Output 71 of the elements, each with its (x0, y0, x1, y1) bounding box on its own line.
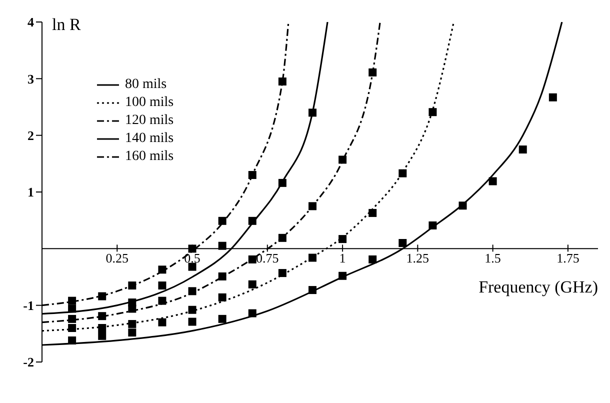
point (98, 332, 106, 340)
point (308, 108, 316, 117)
point (308, 286, 316, 294)
x-tick-label: 0.25 (106, 250, 129, 266)
point (548, 93, 557, 102)
point (308, 254, 316, 262)
x-tick-label: 1.25 (406, 250, 430, 266)
y-tick-label: 3 (28, 71, 34, 86)
point (68, 314, 76, 323)
point (308, 202, 316, 210)
point (248, 171, 256, 179)
y-tick-label: -2 (23, 354, 34, 370)
point (218, 242, 226, 250)
y-tick-label: -1 (23, 298, 34, 313)
point (218, 314, 226, 323)
point (248, 216, 256, 225)
point (158, 318, 166, 326)
point (278, 234, 286, 242)
legend-label: 160 mils (125, 148, 174, 166)
point (368, 255, 377, 264)
point (188, 306, 196, 314)
point (458, 202, 467, 210)
point (428, 221, 437, 230)
legend-label: 80 mils (125, 76, 167, 94)
point (278, 178, 286, 187)
point (68, 296, 76, 305)
legend-label: 120 mils (125, 112, 174, 130)
y-axis-title: ln R (52, 15, 82, 34)
point (518, 146, 527, 154)
point (218, 216, 226, 225)
point (68, 336, 76, 344)
point (398, 169, 407, 178)
point (248, 255, 256, 264)
point (158, 266, 166, 274)
point (368, 208, 377, 217)
point (98, 324, 106, 332)
x-tick-label: 1 (339, 250, 346, 266)
y-tick-label: 1 (28, 184, 34, 200)
point (248, 309, 256, 318)
point (338, 235, 347, 244)
point (128, 328, 136, 337)
point (248, 280, 256, 288)
point (368, 68, 377, 76)
legend-label: 100 mils (125, 94, 174, 112)
point (488, 177, 497, 186)
point (158, 296, 166, 305)
point (128, 282, 136, 290)
point (188, 287, 196, 296)
point (218, 272, 226, 280)
x-axis-title: Frequency (GHz) (478, 278, 598, 297)
point (128, 304, 136, 313)
point (278, 269, 286, 278)
point (218, 293, 226, 302)
legend-label: 140 mils (125, 130, 174, 148)
x-tick-label: 1.5 (484, 250, 501, 266)
point (98, 312, 106, 320)
point (68, 324, 76, 332)
point (128, 320, 136, 328)
point (428, 108, 437, 116)
point (398, 239, 407, 247)
y-tick-label: 2 (28, 128, 34, 143)
point (158, 282, 166, 290)
y-tick-label: 4 (28, 14, 34, 30)
point (68, 304, 76, 313)
point (188, 318, 196, 326)
x-tick-label: 1.75 (556, 250, 580, 266)
point (188, 262, 196, 271)
point (278, 78, 286, 86)
point (98, 292, 106, 300)
point (338, 272, 347, 280)
point (338, 156, 347, 164)
